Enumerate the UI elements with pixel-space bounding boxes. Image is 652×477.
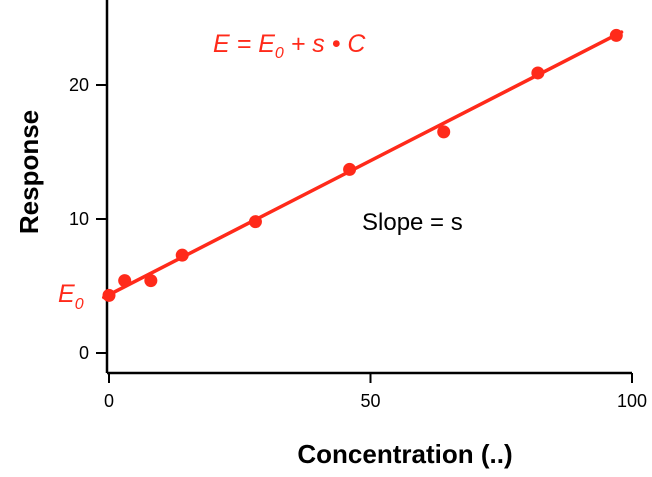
y-tick-label: 10 <box>69 209 89 229</box>
y-axis-ticks: 0 10 20 <box>69 75 107 363</box>
intercept-label-sub: 0 <box>75 296 84 313</box>
data-point <box>609 28 623 42</box>
data-point <box>437 125 451 139</box>
equation-rest: + s • C <box>284 30 367 58</box>
data-point <box>531 66 545 80</box>
slope-label: Slope = s <box>362 209 463 236</box>
data-point <box>144 274 158 288</box>
equation-equals: = <box>230 30 259 58</box>
data-point <box>343 162 357 176</box>
x-tick-label: 100 <box>617 391 647 411</box>
x-axis-ticks: 0 50 100 <box>104 373 647 411</box>
x-axis-title: Concentration (..) <box>297 439 512 469</box>
x-tick-label: 50 <box>360 391 380 411</box>
y-tick-label: 0 <box>79 343 89 363</box>
data-point <box>175 248 189 262</box>
data-point <box>248 215 262 229</box>
equation-annotation: E = E0 + s • C <box>213 30 366 62</box>
equation-e0-base: E <box>258 30 275 58</box>
intercept-label-base: E <box>58 280 75 308</box>
y-tick-label: 20 <box>69 75 89 95</box>
equation-e0-sub: 0 <box>275 45 284 62</box>
data-point <box>102 288 116 302</box>
data-points <box>102 28 623 302</box>
y-axis-title: Response <box>14 110 44 234</box>
intercept-label: E0 <box>58 280 84 313</box>
equation-e: E <box>213 30 230 58</box>
x-tick-label: 0 <box>104 391 114 411</box>
data-point <box>118 274 132 288</box>
